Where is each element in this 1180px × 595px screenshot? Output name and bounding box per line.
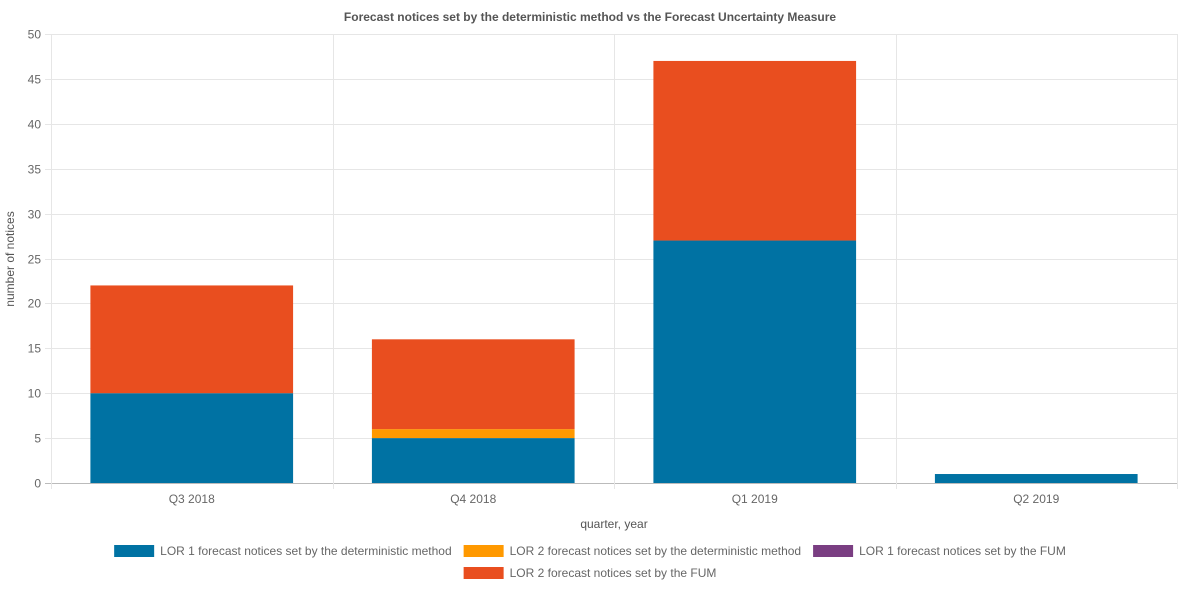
x-axis-label: quarter, year — [580, 517, 647, 531]
y-tick-label: 25 — [28, 253, 42, 267]
y-tick-label: 15 — [28, 342, 42, 356]
bar-segment — [371, 339, 575, 430]
y-tick-label: 40 — [28, 118, 42, 132]
bar-segment — [90, 393, 294, 483]
legend-swatch — [114, 545, 155, 557]
x-tick-label: Q2 2019 — [1013, 492, 1059, 506]
legend: LOR 1 forecast notices set by the determ… — [114, 544, 1066, 580]
bar-segment — [90, 285, 294, 394]
legend-swatch — [813, 545, 854, 557]
bar-segment — [371, 438, 575, 483]
axis-layer: 0 5 10 15 20 25 30 35 40 45 50 Q3 2018 Q4 2018 Q1 201… — [28, 28, 1060, 507]
x-tick-label: Q1 2019 — [732, 492, 778, 506]
bar-segment — [653, 240, 857, 483]
bar-segment — [371, 429, 575, 439]
legend-swatch — [463, 567, 504, 579]
legend-label: LOR 1 forecast notices set by the determ… — [160, 544, 451, 558]
legend-label: LOR 1 forecast notices set by the FUM — [859, 544, 1066, 558]
y-tick-label: 35 — [28, 163, 42, 177]
y-tick-label: 10 — [28, 387, 42, 401]
y-axis-label: number of notices — [3, 211, 17, 306]
legend-label: LOR 2 forecast notices set by the FUM — [510, 566, 717, 580]
y-tick-label: 0 — [34, 477, 41, 491]
x-tick-label: Q3 2018 — [169, 492, 215, 506]
bars-layer — [90, 60, 1138, 483]
chart-title: Forecast notices set by the deterministi… — [344, 10, 836, 24]
legend-swatch — [463, 545, 504, 557]
y-tick-label: 45 — [28, 73, 42, 87]
bar-segment — [934, 474, 1138, 483]
x-tick-label: Q4 2018 — [450, 492, 496, 506]
y-tick-label: 20 — [28, 297, 42, 311]
y-tick-label: 5 — [34, 432, 41, 446]
y-tick-label: 30 — [28, 208, 42, 222]
legend-label: LOR 2 forecast notices set by the determ… — [510, 544, 801, 558]
bar-segment — [653, 60, 857, 241]
y-tick-label: 50 — [28, 28, 42, 42]
